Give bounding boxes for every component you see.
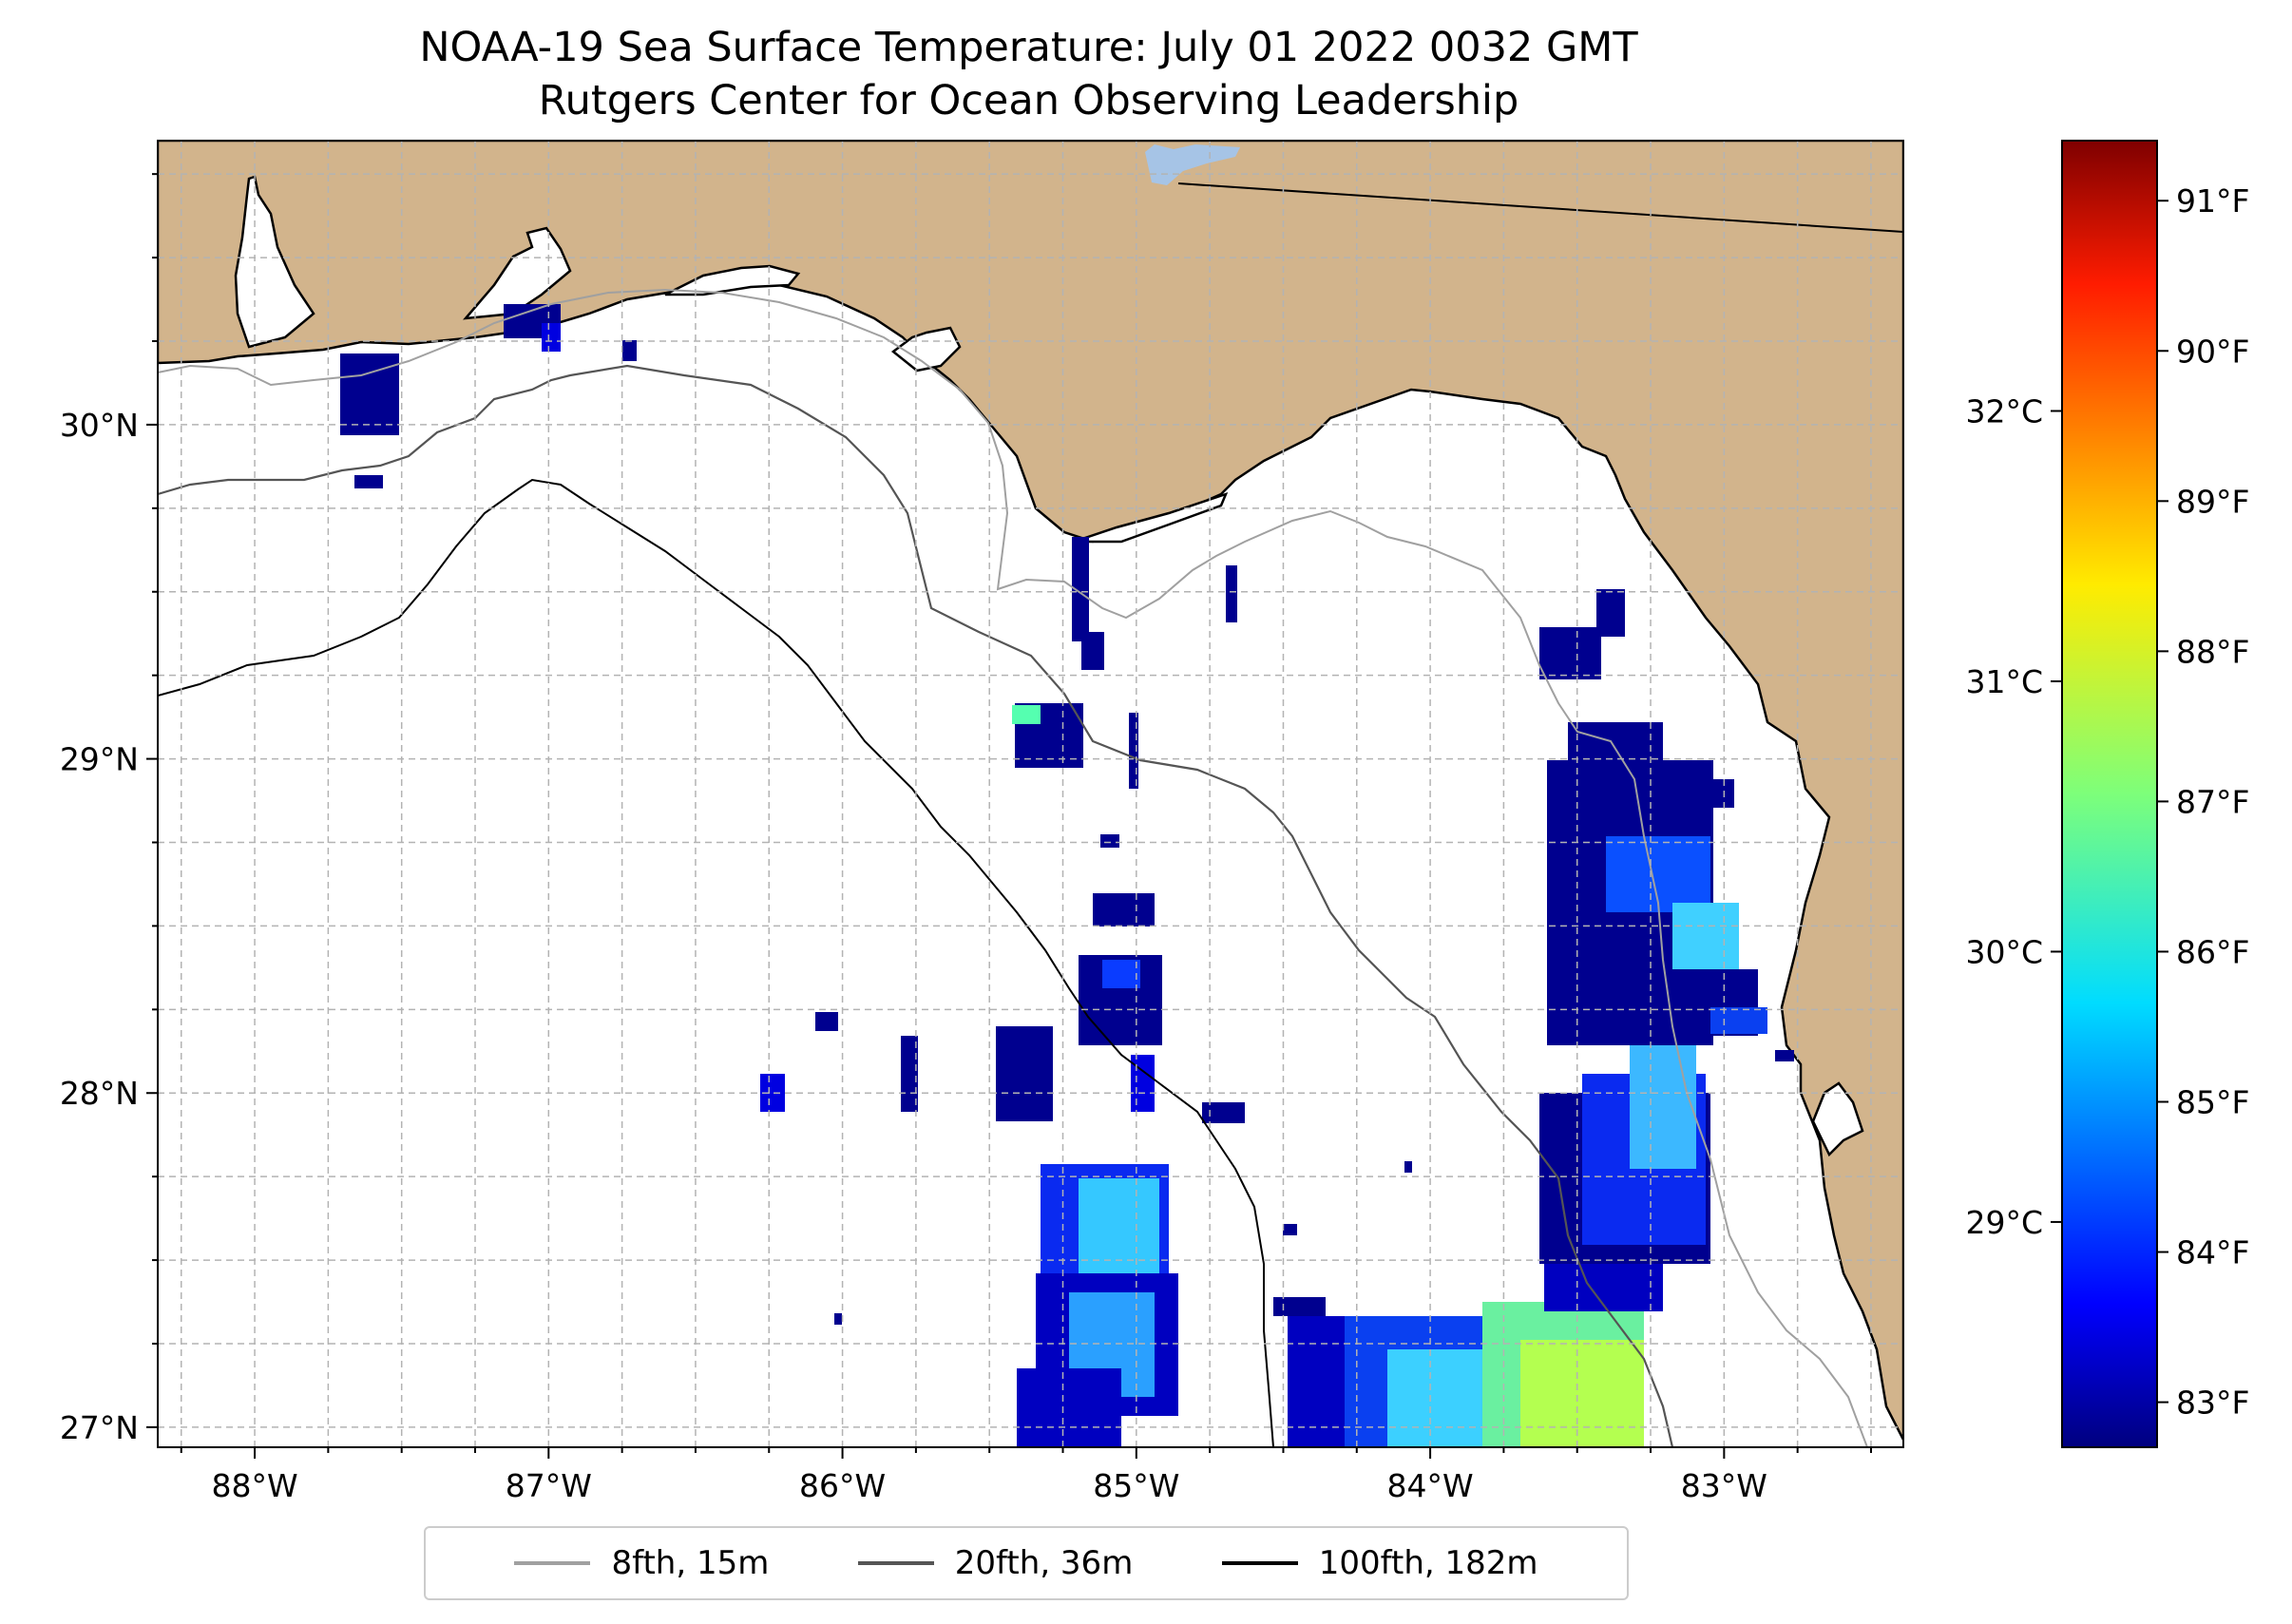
apalachicola-bay (1073, 491, 1229, 544)
st-andrews-bay (890, 326, 962, 373)
legend-swatch-20fth (857, 1561, 934, 1565)
sst-patch (1710, 779, 1734, 808)
lon-tick-labels: 88°W 87°W 86°W 85°W 84°W 83°W (211, 1467, 1767, 1504)
sst-data-layer (340, 304, 1794, 1447)
colorbar-f-label: 91°F (2176, 182, 2249, 220)
tampa-bay (1811, 1081, 1864, 1157)
sst-patch (996, 1026, 1053, 1121)
lat-tick-label: 30°N (60, 407, 139, 444)
colorbar-f-ticks: 83°F 84°F 85°F 86°F 87°F 88°F 89°F 90°F 91°F (2157, 182, 2249, 1422)
sst-patch (1630, 1026, 1696, 1169)
lon-tick-label: 85°W (1093, 1467, 1179, 1504)
sst-patch (834, 1313, 842, 1325)
sst-patch (1568, 722, 1663, 770)
sst-patch (1012, 705, 1041, 724)
lon-tick-label: 87°W (506, 1467, 592, 1504)
title-line-2: Rutgers Center for Ocean Observing Leade… (538, 77, 1519, 124)
sst-patch (1404, 1161, 1412, 1173)
title-line-1: NOAA-19 Sea Surface Temperature: July 01… (419, 24, 1638, 71)
colorbar-c-label: 29°C (1965, 1204, 2043, 1241)
sst-patch (1226, 565, 1237, 622)
sst-patch (1072, 537, 1089, 641)
legend-label-8fth: 8fth, 15m (611, 1544, 770, 1582)
isobath-8fth (158, 288, 1868, 1447)
sst-patch (1129, 713, 1138, 789)
sst-patch (1081, 632, 1104, 670)
lat-tick-labels: 27°N 28°N 29°N 30°N (60, 407, 139, 1446)
legend-label-100fth: 100fth, 182m (1318, 1544, 1538, 1582)
isobath-100fth (158, 478, 1274, 1447)
isobath-20fth (158, 364, 1674, 1447)
legend-swatch-100fth (1221, 1561, 1298, 1565)
legend-entry-8fth: 8fth, 15m (514, 1544, 769, 1582)
lat-tick-label: 29°N (60, 741, 139, 778)
colorbar-f-label: 90°F (2176, 333, 2249, 370)
state-border (1177, 182, 1903, 233)
colorbar-c-label: 32°C (1965, 392, 2043, 430)
sst-patch (354, 475, 383, 488)
sst-patch (622, 340, 637, 361)
lake (1145, 144, 1240, 185)
colorbar-f-label: 84°F (2176, 1234, 2249, 1271)
sst-patch (1131, 1055, 1155, 1112)
graticule (158, 141, 1903, 1447)
colorbar-f-label: 87°F (2176, 783, 2249, 820)
legend-label-20fth: 20fth, 36m (954, 1544, 1134, 1582)
sst-patch (1520, 1340, 1644, 1447)
lon-tick-label: 86°W (799, 1467, 886, 1504)
sst-patch (1283, 1224, 1297, 1235)
legend-entry-20fth: 20fth, 36m (857, 1544, 1134, 1582)
colorbar (2061, 140, 2158, 1448)
legend-swatch-8fth (514, 1561, 591, 1565)
lat-tick-label: 27°N (60, 1409, 139, 1446)
colorbar-f-label: 83°F (2176, 1385, 2249, 1422)
sst-patch (1202, 1102, 1245, 1123)
sst-patch (1102, 960, 1140, 988)
sst-patch (1710, 1007, 1767, 1034)
colorbar-f-label: 86°F (2176, 933, 2249, 970)
sst-patch (1672, 903, 1739, 969)
sst-patch (1100, 834, 1119, 848)
lon-tick-label: 83°W (1681, 1467, 1767, 1504)
sst-patch (1093, 893, 1155, 927)
colorbar-f-label: 89°F (2176, 483, 2249, 520)
colorbar-c-ticks: 29°C 30°C 31°C 32°C (1965, 392, 2062, 1241)
sst-patch (1273, 1297, 1326, 1316)
sst-patch (1596, 589, 1625, 637)
sst-patch (1539, 627, 1601, 679)
sst-patch (815, 1012, 838, 1031)
chart-title: NOAA-19 Sea Surface Temperature: July 01… (157, 21, 1900, 127)
sst-patch (1775, 1050, 1794, 1061)
colorbar-f-label: 85°F (2176, 1083, 2249, 1120)
lon-tick-label: 88°W (211, 1467, 297, 1504)
legend-entry-100fth: 100fth, 182m (1221, 1544, 1538, 1582)
colorbar-c-label: 31°C (1965, 663, 2043, 700)
pensacola-bay (463, 226, 572, 320)
lon-tick-label: 84°W (1387, 1467, 1474, 1504)
lat-tick-label: 28°N (60, 1075, 139, 1112)
sst-patch (542, 323, 561, 352)
colorbar-f-label: 88°F (2176, 633, 2249, 670)
colorbar-c-label: 30°C (1965, 933, 2043, 970)
map-frame (157, 140, 1904, 1448)
land-mass (158, 141, 1903, 1441)
sst-patch (1017, 1368, 1121, 1447)
isobath-legend: 8fth, 15m 20fth, 36m 100fth, 182m (424, 1526, 1629, 1600)
